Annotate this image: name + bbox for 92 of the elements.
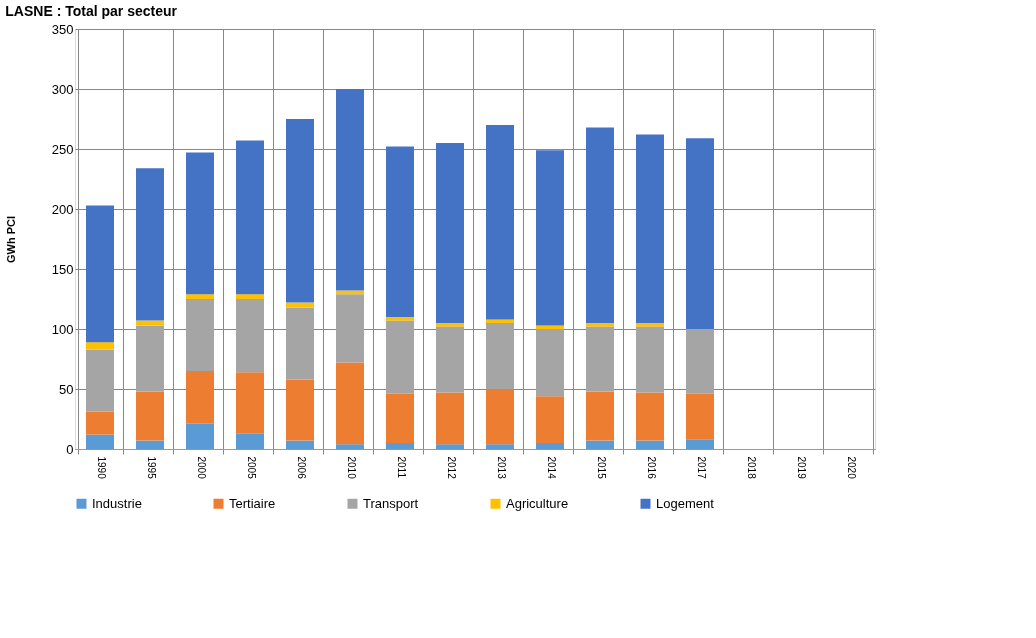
bar <box>486 323 514 389</box>
bar <box>436 323 464 327</box>
y-tick-label: 200 <box>51 201 74 217</box>
y-tick-label: 100 <box>51 321 74 337</box>
bar <box>86 411 114 435</box>
bar <box>536 325 564 329</box>
bar <box>436 326 464 393</box>
bar <box>586 440 614 449</box>
bar <box>186 371 214 424</box>
bar <box>586 323 614 327</box>
x-tick-label: 2020 <box>845 456 857 480</box>
bar <box>236 140 264 295</box>
bar <box>186 423 214 449</box>
bar <box>486 125 514 320</box>
bar <box>286 440 314 449</box>
y-axis-title: GWh PCI <box>4 215 17 264</box>
y-tick-label: 300 <box>51 81 74 97</box>
bar <box>636 392 664 441</box>
x-tick-label: 2012 <box>445 456 457 480</box>
bar <box>236 433 264 449</box>
x-tick-label: 2016 <box>645 456 657 480</box>
bar <box>386 443 414 449</box>
x-tick-label: 2019 <box>795 456 807 480</box>
bar <box>686 439 714 449</box>
x-tick-label: 2015 <box>595 456 607 480</box>
bar <box>186 152 214 295</box>
x-tick-label: 2017 <box>695 456 707 480</box>
bar <box>136 391 164 441</box>
bar <box>486 319 514 323</box>
x-tick-label: 2006 <box>295 456 307 480</box>
bar <box>136 440 164 449</box>
y-tick-label: 350 <box>51 21 74 37</box>
x-tick-label: 2013 <box>495 456 507 480</box>
bar <box>186 299 214 371</box>
bar <box>386 317 414 321</box>
x-tick-label: 1995 <box>145 456 157 480</box>
x-tick-label: 2014 <box>545 456 557 480</box>
bar <box>136 168 164 321</box>
bar <box>586 127 614 323</box>
legend-label: Agriculture <box>506 495 569 511</box>
bar <box>86 434 114 449</box>
x-tick-label: 2010 <box>345 456 357 480</box>
x-tick-label: 1990 <box>95 456 107 480</box>
bar <box>536 329 564 397</box>
bar <box>186 294 214 299</box>
bar <box>236 294 264 299</box>
bar <box>86 205 114 343</box>
bar <box>436 444 464 449</box>
bar <box>586 326 614 392</box>
y-tick-label: 150 <box>51 261 74 277</box>
bar <box>386 393 414 443</box>
bar <box>286 119 314 303</box>
x-tick-label: 2000 <box>195 456 207 480</box>
bar <box>536 396 564 443</box>
legend-label: Industrie <box>92 495 142 511</box>
bar <box>636 326 664 393</box>
bar <box>86 342 114 350</box>
bar <box>286 379 314 441</box>
legend-label: Transport <box>363 495 419 511</box>
x-tick-label: 2018 <box>745 456 757 480</box>
bar <box>436 143 464 323</box>
y-tick-label: 250 <box>51 141 74 157</box>
legend-label: Tertiaire <box>229 495 276 511</box>
bar <box>86 349 114 412</box>
bar <box>336 294 364 363</box>
bar <box>536 150 564 326</box>
bar <box>686 138 714 329</box>
bar <box>636 323 664 327</box>
x-tick-label: 2011 <box>395 456 407 479</box>
bar <box>486 444 514 449</box>
bar <box>336 362 364 445</box>
bar <box>586 391 614 441</box>
bar <box>686 329 714 394</box>
chart-title: LASNE : Total par secteur <box>5 3 178 19</box>
bar <box>536 443 564 449</box>
bar <box>336 444 364 449</box>
bar <box>336 89 364 291</box>
y-tick-label: 50 <box>59 381 74 397</box>
bar <box>636 134 664 323</box>
bar <box>136 325 164 392</box>
bar <box>686 393 714 440</box>
bar <box>486 389 514 445</box>
bar <box>386 146 414 317</box>
y-tick-label: 0 <box>66 441 74 457</box>
bar <box>636 440 664 449</box>
legend-label: Logement <box>656 495 715 511</box>
bar <box>436 392 464 445</box>
bar <box>286 307 314 380</box>
x-tick-label: 2005 <box>245 456 257 480</box>
bar <box>236 299 264 373</box>
bar <box>386 320 414 394</box>
bar <box>236 372 264 434</box>
